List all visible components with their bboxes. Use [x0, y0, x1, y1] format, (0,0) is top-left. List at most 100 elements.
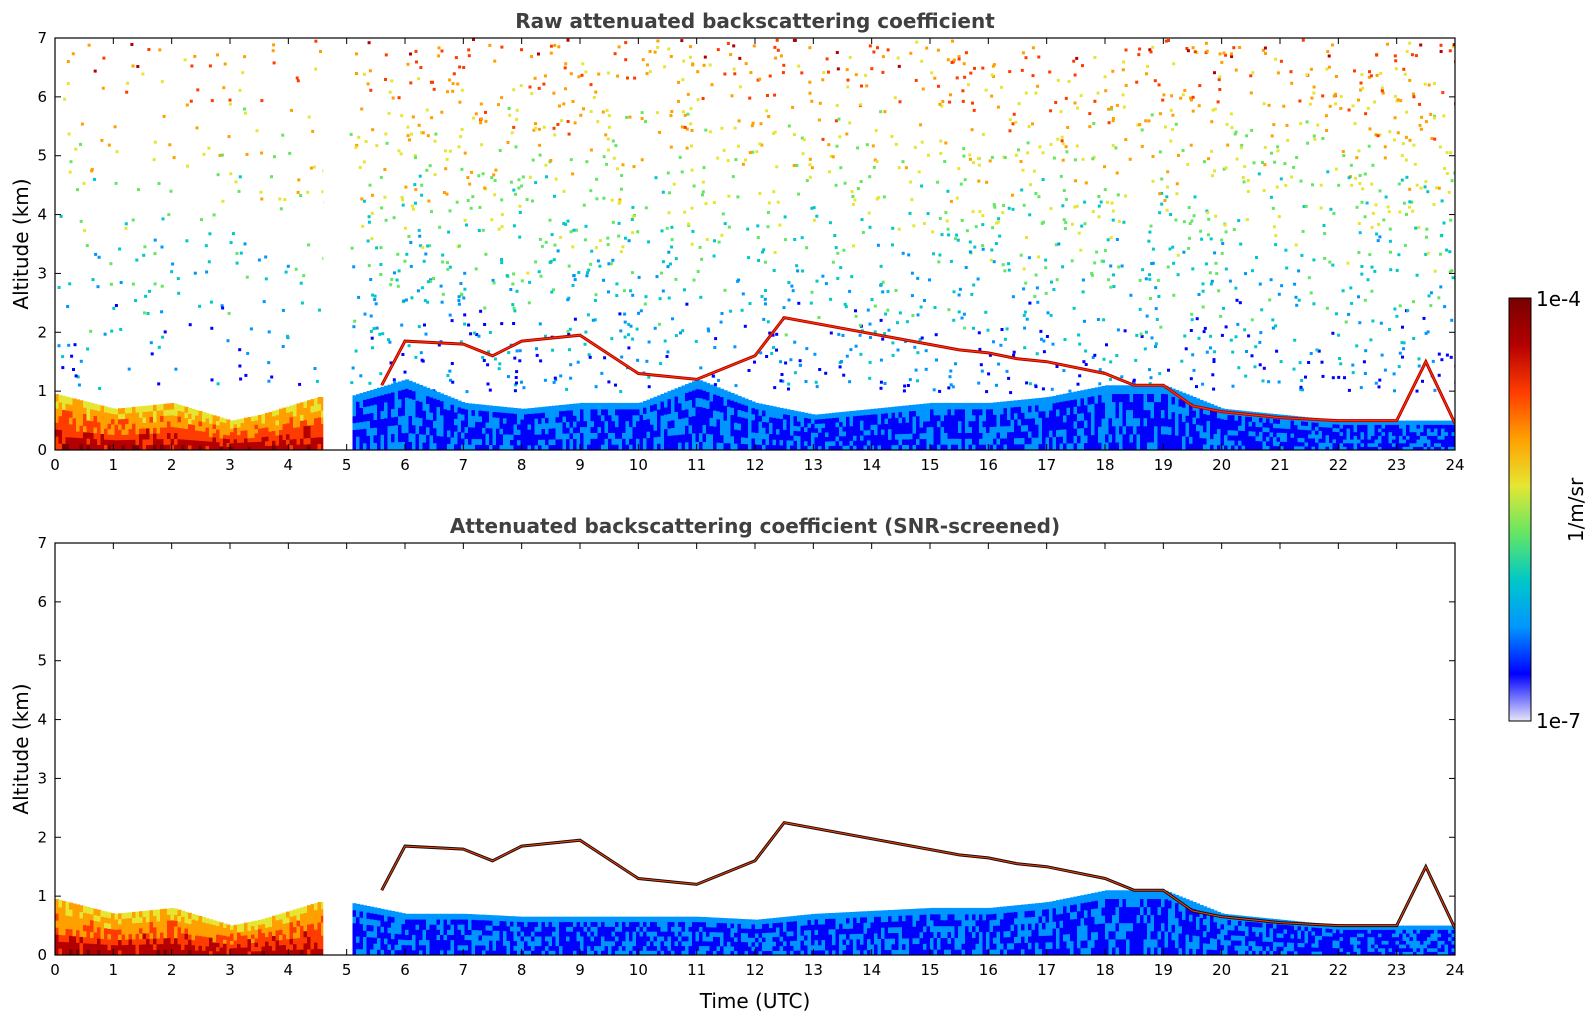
layer-cell	[359, 442, 364, 450]
layer-cell	[783, 439, 788, 446]
layer-cell	[534, 423, 539, 430]
layer-cell	[216, 420, 221, 426]
layer-cell	[132, 406, 137, 413]
layer-cell	[58, 436, 63, 444]
noise-pixel	[1370, 265, 1374, 269]
layer-cell	[608, 432, 613, 439]
layer-cell	[97, 404, 102, 411]
layer-cell	[1010, 443, 1015, 450]
noise-pixel	[569, 363, 573, 367]
noise-pixel	[463, 218, 467, 222]
noise-pixel	[309, 166, 313, 170]
noise-pixel	[534, 260, 538, 264]
noise-pixel	[732, 67, 736, 71]
layer-cell	[1119, 433, 1124, 443]
noise-pixel	[1250, 128, 1254, 132]
noise-pixel	[661, 190, 665, 194]
noise-pixel	[1260, 308, 1264, 312]
layer-cell	[1147, 409, 1152, 419]
layer-cell	[1241, 440, 1246, 446]
noise-pixel	[569, 376, 573, 380]
layer-cell	[989, 438, 994, 445]
noise-pixel	[463, 151, 467, 155]
noise-pixel	[795, 164, 799, 167]
layer-cell	[517, 413, 522, 420]
noise-pixel	[569, 230, 573, 234]
layer-cell	[776, 444, 781, 450]
noise-pixel	[1224, 267, 1228, 271]
noise-pixel	[1109, 377, 1112, 381]
layer-cell	[513, 429, 518, 435]
layer-cell	[307, 431, 312, 439]
noise-pixel	[1370, 225, 1374, 229]
layer-cell	[881, 418, 886, 425]
layer-cell	[356, 422, 361, 430]
noise-pixel	[497, 367, 501, 371]
noise-pixel	[1012, 112, 1016, 116]
noise-pixel	[851, 202, 855, 206]
layer-cell	[590, 420, 595, 428]
noise-pixel	[1190, 318, 1194, 322]
layer-cell	[303, 443, 308, 450]
layer-cell	[706, 433, 711, 443]
noise-pixel	[582, 107, 585, 111]
noise-pixel	[227, 311, 231, 315]
layer-cell	[443, 394, 448, 403]
noise-pixel	[1267, 103, 1271, 107]
noise-pixel	[941, 100, 945, 103]
noise-pixel	[957, 167, 961, 171]
layer-cell	[1098, 418, 1103, 427]
noise-pixel	[1371, 211, 1375, 215]
layer-cell	[496, 433, 501, 440]
layer-cell	[296, 420, 301, 428]
layer-cell	[489, 411, 494, 418]
layer-cell	[233, 442, 238, 447]
layer-cell	[926, 415, 931, 422]
noise-pixel	[515, 370, 519, 374]
noise-pixel	[1380, 89, 1384, 93]
layer-cell	[118, 439, 123, 446]
noise-pixel	[1139, 332, 1143, 336]
layer-cell	[1073, 420, 1078, 429]
layer-cell	[867, 414, 872, 421]
layer-cell	[104, 439, 109, 446]
layer-cell	[156, 415, 161, 423]
layer-cell	[436, 413, 441, 422]
noise-pixel	[409, 241, 413, 244]
noise-pixel	[766, 320, 770, 324]
layer-cell	[233, 434, 238, 440]
noise-pixel	[772, 131, 776, 135]
layer-cell	[685, 384, 690, 393]
noise-pixel	[420, 286, 424, 290]
noise-pixel	[947, 386, 951, 390]
noise-pixel	[369, 88, 373, 92]
layer-cell	[107, 428, 112, 435]
layer-cell	[597, 408, 602, 416]
layer-cell	[170, 444, 175, 450]
layer-cell	[314, 417, 319, 425]
layer-cell	[128, 444, 133, 450]
noise-pixel	[1183, 89, 1187, 92]
layer-cell	[562, 444, 567, 450]
layer-cell	[688, 391, 693, 401]
layer-cell	[513, 418, 518, 425]
layer-cell	[1157, 425, 1162, 435]
noise-pixel	[414, 201, 417, 205]
noise-pixel	[1263, 163, 1267, 167]
layer-cell	[1133, 385, 1138, 394]
layer-cell	[223, 442, 228, 447]
noise-pixel	[1135, 333, 1139, 337]
noise-pixel	[1017, 102, 1021, 106]
noise-pixel	[1358, 174, 1362, 177]
noise-pixel	[1171, 245, 1175, 249]
noise-pixel	[800, 71, 804, 75]
layer-cell	[181, 422, 186, 429]
layer-cell	[863, 434, 868, 441]
noise-pixel	[1068, 389, 1072, 393]
noise-pixel	[639, 309, 643, 313]
layer-cell	[230, 420, 235, 425]
layer-cell	[580, 408, 585, 416]
noise-pixel	[1408, 138, 1412, 142]
layer-cell	[69, 404, 74, 412]
layer-cell	[688, 382, 693, 392]
